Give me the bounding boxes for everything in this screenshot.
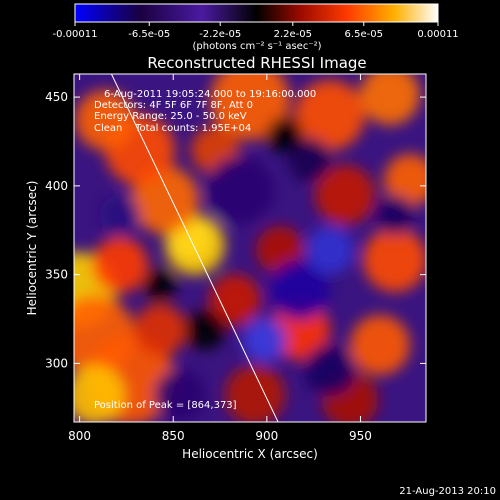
y-axis-label: Heliocentric Y (arcsec) <box>25 181 39 316</box>
y-tick-label: 400 <box>45 179 68 193</box>
colorbar-tick-label: 6.5e-05 <box>345 29 383 40</box>
colorbar-tick-label: -6.5e-05 <box>128 29 170 40</box>
colorbar-unit-label: (photons cm⁻² s⁻¹ asec⁻²) <box>192 41 321 52</box>
y-tick-label: 300 <box>45 356 68 370</box>
colorbar-tick-label: 0.00011 <box>417 29 458 40</box>
y-axis: 300 350 400 450 <box>45 90 426 370</box>
colorbar <box>74 3 439 23</box>
x-tick-label: 800 <box>68 429 91 443</box>
footer-date: 21-Aug-2013 20:10 <box>399 486 496 497</box>
colorbar-tick-label: -2.2e-05 <box>199 29 241 40</box>
colorbar-tick-label: 2.2e-05 <box>274 29 312 40</box>
chart-title: Reconstructed RHESSI Image <box>147 54 366 72</box>
x-tick-label: 900 <box>255 429 278 443</box>
annotation-method: Clean Total counts: 1.95E+04 <box>94 123 251 134</box>
x-axis-label: Heliocentric X (arcsec) <box>182 447 318 461</box>
colorbar-tick-label: -0.00011 <box>53 29 98 40</box>
y-tick-label: 350 <box>45 268 68 282</box>
plot-frame <box>73 73 427 423</box>
solar-limb-line <box>110 74 279 422</box>
heatmap-image <box>74 74 426 422</box>
x-tick-label: 950 <box>349 429 372 443</box>
annotation-energy: Energy Range: 25.0 - 50.0 keV <box>94 111 247 122</box>
y-tick-label: 450 <box>45 90 68 104</box>
annotation-time: 6-Aug-2011 19:05:24.000 to 19:16:00.000 <box>104 89 316 100</box>
x-tick-label: 850 <box>162 429 185 443</box>
x-axis: 800 850 900 950 <box>68 74 372 443</box>
annotation-detectors: Detectors: 4F 5F 6F 7F 8F, Att 0 <box>94 100 253 111</box>
annotation-peak: Position of Peak = [864,373] <box>94 400 237 411</box>
colorbar-ticks: -0.00011 -6.5e-05 -2.2e-05 2.2e-05 6.5e-05 0.… <box>53 22 459 40</box>
